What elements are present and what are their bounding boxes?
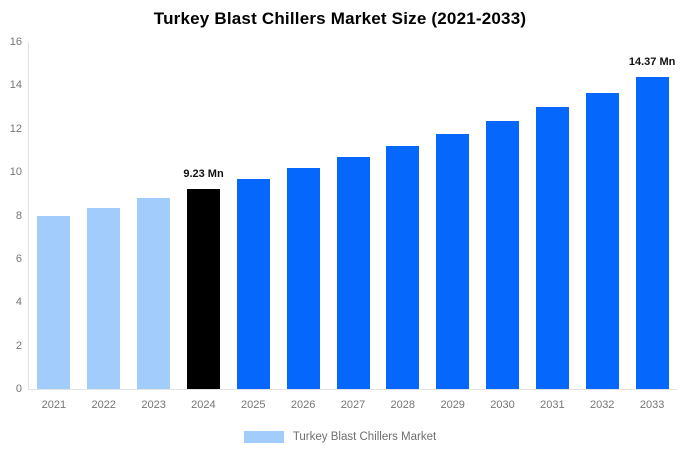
bar-2030[interactable]: [486, 120, 519, 389]
bar-2033[interactable]: [635, 77, 669, 389]
y-tick-12: 12: [9, 122, 22, 135]
x-tick-2033: 2033: [639, 399, 665, 411]
y-tick-4: 4: [15, 296, 22, 309]
bar-label-2033: 14.37 Mn: [628, 56, 676, 69]
x-tick-2030: 2030: [490, 399, 515, 411]
x-tick-2024: 2024: [191, 399, 216, 411]
y-tick-10: 10: [9, 166, 22, 179]
bar-2028[interactable]: [386, 145, 420, 389]
chart-title: Turkey Blast Chillers Market Size (2021-…: [153, 9, 527, 28]
y-tick-14: 14: [9, 79, 22, 92]
bar-2025[interactable]: [236, 178, 270, 389]
x-tick-2027: 2027: [340, 399, 366, 411]
y-tick-0: 0: [15, 383, 22, 395]
bar-2023[interactable]: [137, 198, 171, 389]
bar-2029[interactable]: [436, 133, 470, 389]
y-tick-8: 8: [15, 209, 22, 222]
bar-label-2024: 9.23 Mn: [183, 167, 224, 180]
bar-2024[interactable]: [187, 188, 220, 389]
legend: Turkey Blast Chillers Market: [0, 431, 680, 443]
x-tick-2023: 2023: [141, 399, 166, 411]
bar-2021[interactable]: [37, 216, 71, 389]
legend-label[interactable]: Turkey Blast Chillers Market: [292, 431, 437, 443]
x-tick-2026: 2026: [290, 399, 316, 411]
x-tick-2029: 2029: [440, 399, 465, 411]
bar-2027[interactable]: [336, 157, 370, 389]
bar-2022[interactable]: [87, 207, 121, 389]
legend-swatch[interactable]: [243, 431, 284, 443]
plot-area: 0 2 4 6 8 10 12 14 16 2021 2022 2023 2024 2025 2026 202…: [10, 36, 677, 411]
x-tick-2032: 2032: [589, 399, 615, 411]
x-tick-2028: 2028: [390, 399, 416, 411]
x-tick-2025: 2025: [241, 399, 266, 411]
x-tick-2031: 2031: [540, 399, 565, 411]
y-tick-6: 6: [15, 252, 22, 265]
bar-2031[interactable]: [535, 107, 569, 389]
bar-2026[interactable]: [286, 168, 320, 389]
bar-2032[interactable]: [585, 93, 619, 389]
x-tick-2021: 2021: [41, 399, 67, 411]
y-tick-2: 2: [15, 339, 22, 352]
x-tick-2022: 2022: [91, 399, 116, 411]
y-tick-16: 16: [9, 36, 22, 48]
